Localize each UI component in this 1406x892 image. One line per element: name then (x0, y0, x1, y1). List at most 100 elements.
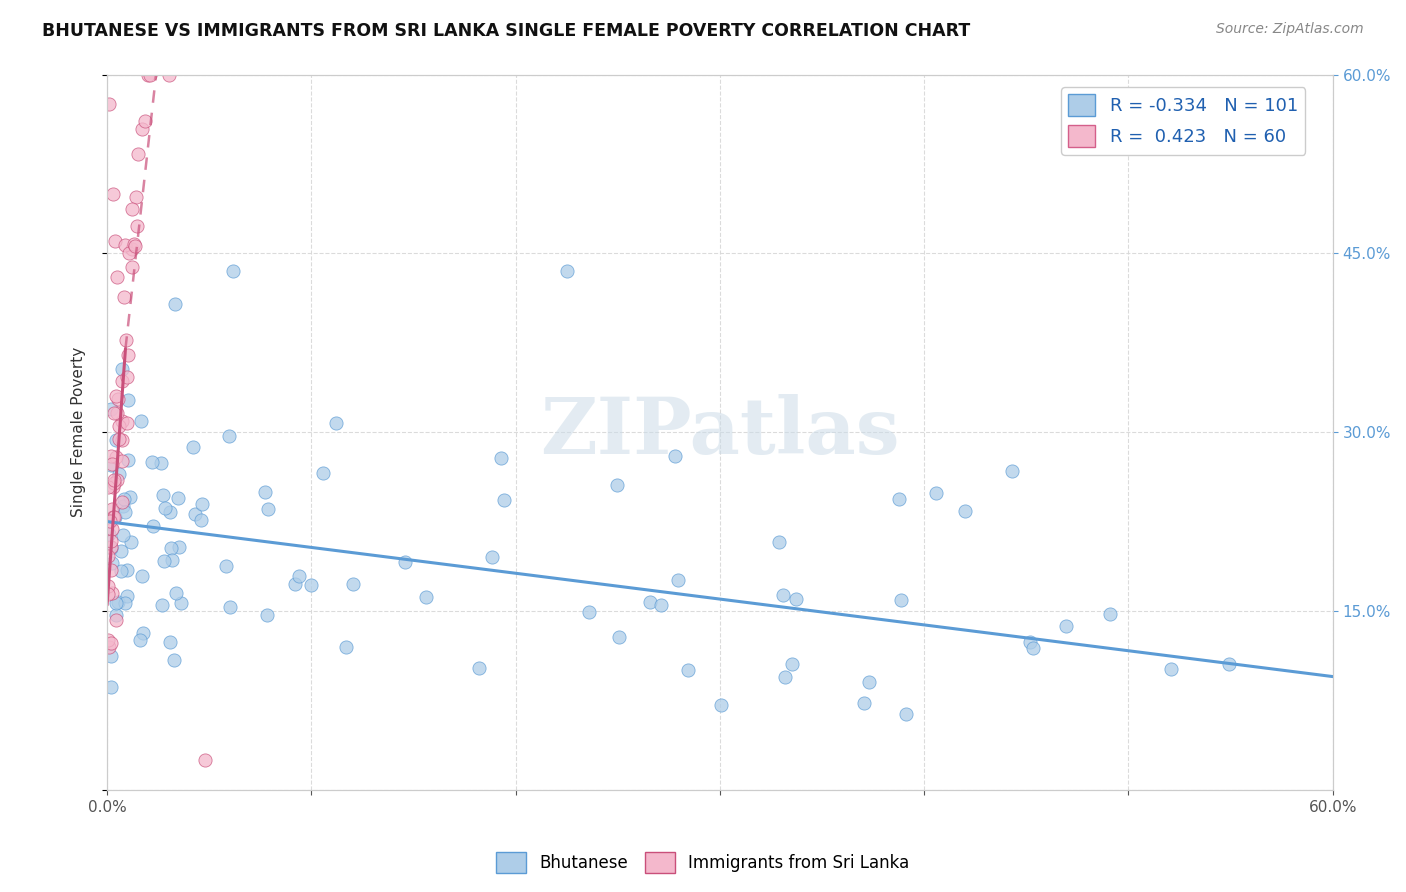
Point (108, 433, 131, 447)
Text: BHUTANESE VS IMMIGRANTS FROM SRI LANKA SINGLE FEMALE POVERTY CORRELATION CHART: BHUTANESE VS IMMIGRANTS FROM SRI LANKA S… (42, 22, 970, 40)
Text: ZIPatlas: ZIPatlas (540, 394, 900, 470)
Point (221, 264, 243, 278)
Point (111, 374, 134, 388)
Point (111, 361, 134, 376)
Point (112, 527, 135, 541)
Point (153, 501, 176, 516)
Point (128, 632, 150, 647)
Point (299, 578, 322, 592)
Point (468, 660, 491, 674)
Point (108, 418, 131, 433)
Point (578, 605, 600, 619)
Point (852, 696, 875, 710)
Point (104, 433, 127, 447)
Point (100, 680, 122, 694)
Point (121, 260, 143, 275)
Point (110, 544, 132, 558)
Point (218, 429, 240, 443)
Point (131, 568, 153, 582)
Point (887, 492, 910, 507)
Point (100, 449, 122, 463)
Text: Source: ZipAtlas.com: Source: ZipAtlas.com (1216, 22, 1364, 37)
Point (138, 68, 160, 82)
Point (124, 239, 146, 253)
Point (1098, 607, 1121, 621)
Point (335, 640, 357, 654)
Point (136, 68, 159, 82)
Point (103, 406, 125, 420)
Point (115, 589, 138, 603)
Point (121, 242, 143, 256)
Point (167, 540, 190, 554)
Point (127, 219, 149, 234)
Point (108, 467, 131, 481)
Point (103, 473, 125, 487)
Point (925, 486, 948, 500)
Point (111, 454, 134, 468)
Point (557, 264, 579, 278)
Point (114, 595, 136, 609)
Point (492, 492, 515, 507)
Point (153, 554, 176, 568)
Legend: Bhutanese, Immigrants from Sri Lanka: Bhutanese, Immigrants from Sri Lanka (489, 846, 917, 880)
Point (103, 186, 125, 201)
Point (105, 607, 128, 622)
Point (125, 190, 148, 204)
Point (112, 290, 135, 304)
Point (104, 235, 127, 249)
Point (105, 270, 128, 285)
Point (1022, 640, 1045, 655)
Point (287, 569, 309, 583)
Point (105, 406, 128, 420)
Point (1018, 635, 1040, 649)
Point (215, 559, 238, 574)
Point (159, 506, 181, 520)
Point (650, 599, 672, 613)
Point (170, 596, 193, 610)
Point (167, 491, 190, 506)
Point (112, 499, 135, 513)
Point (165, 586, 187, 600)
Point (342, 577, 364, 591)
Point (194, 753, 217, 767)
Point (415, 591, 437, 605)
Point (100, 401, 122, 416)
Point (114, 505, 136, 519)
Point (98, 97, 121, 112)
Point (115, 416, 138, 430)
Point (190, 512, 212, 526)
Point (111, 433, 134, 447)
Point (100, 586, 122, 600)
Point (104, 613, 127, 627)
Point (100, 648, 122, 663)
Point (127, 146, 149, 161)
Point (110, 495, 132, 509)
Point (254, 484, 277, 499)
Point (122, 236, 145, 251)
Point (104, 596, 127, 610)
Point (107, 392, 129, 406)
Point (103, 480, 125, 494)
Point (858, 674, 880, 689)
Point (100, 636, 122, 650)
Point (114, 333, 136, 347)
Point (101, 501, 124, 516)
Point (101, 510, 124, 524)
Point (894, 707, 917, 722)
Point (159, 541, 181, 556)
Point (163, 653, 186, 667)
Point (772, 588, 794, 602)
Point (606, 478, 628, 492)
Point (311, 466, 333, 480)
Point (159, 634, 181, 648)
Point (100, 540, 122, 554)
Point (97, 480, 120, 494)
Point (160, 553, 183, 567)
Point (105, 389, 128, 403)
Point (676, 663, 699, 677)
Point (489, 451, 512, 466)
Point (710, 698, 733, 713)
Point (256, 501, 278, 516)
Point (134, 113, 156, 128)
Point (481, 549, 503, 564)
